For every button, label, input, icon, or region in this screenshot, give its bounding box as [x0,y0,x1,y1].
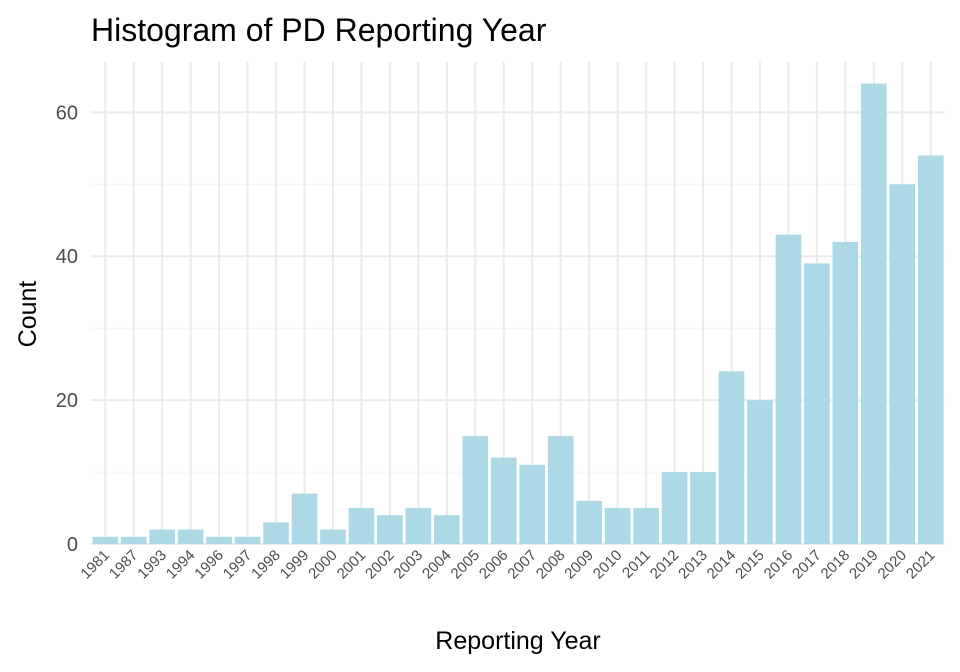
bar-1997 [234,536,261,544]
bar-2006 [490,457,517,544]
bar-2011 [633,508,659,544]
bar-2021 [917,155,944,544]
x-tick-label: 2007 [504,547,540,583]
bar-1996 [206,536,232,544]
bar-1994 [177,529,204,544]
x-tick-label: 2002 [362,547,398,583]
x-tick-label: 2014 [704,547,740,583]
bar-1981 [92,536,119,544]
x-tick-label: 2000 [305,547,341,583]
x-axis-ticks: 1981198719931994199619971998199920002001… [77,547,938,583]
x-tick-label: 2020 [875,547,911,583]
x-tick-label: 2016 [761,547,797,583]
bar-2004 [434,515,460,544]
x-tick-label: 1987 [106,547,142,583]
y-axis-title: Count [14,281,42,348]
bar-2012 [661,472,688,544]
bar-2009 [576,500,602,544]
bar-2008 [547,436,574,544]
x-tick-label: 2011 [619,547,654,582]
x-tick-label: 2009 [561,547,597,583]
bar-2018 [832,241,859,544]
x-tick-label: 2012 [647,547,683,583]
x-tick-label: 2017 [789,547,825,583]
x-tick-label: 2010 [590,547,626,583]
y-tick-label: 20 [56,390,78,412]
x-tick-label: 1981 [77,547,113,583]
bar-2005 [462,436,489,544]
x-tick-label: 1996 [191,547,227,583]
x-tick-label: 1997 [220,547,256,583]
x-tick-label: 1993 [134,547,170,583]
x-tick-label: 2003 [391,547,427,583]
x-tick-label: 2018 [818,547,854,583]
x-tick-label: 2001 [334,547,370,583]
bar-2015 [747,400,773,544]
x-tick-label: 1999 [277,547,313,583]
bar-2002 [377,515,403,544]
bar-1998 [263,522,289,544]
bar-2017 [804,263,830,544]
bar-1999 [291,493,318,544]
x-tick-label: 1998 [248,547,284,583]
bar-2001 [348,508,375,544]
x-axis-title: Reporting Year [435,627,600,655]
bar-2003 [405,508,432,544]
plot-grid [91,62,945,545]
y-tick-label: 0 [67,534,78,556]
x-tick-label: 2005 [448,547,484,583]
y-axis-ticks: 0 20 40 60 [56,102,78,556]
x-tick-label: 1994 [163,547,199,583]
bar-1993 [149,529,175,544]
y-tick-label: 40 [56,246,78,268]
x-tick-label: 2015 [732,547,768,583]
chart-title: Histogram of PD Reporting Year [91,12,547,48]
bar-2019 [861,83,887,544]
bar-2013 [690,472,716,544]
x-tick-label: 2006 [476,547,512,583]
y-tick-label: 60 [56,102,78,124]
x-tick-label: 2013 [675,547,711,583]
x-tick-label: 2008 [533,547,569,583]
bar-2000 [320,529,346,544]
x-tick-label: 2004 [419,547,455,583]
bar-2016 [775,234,802,544]
x-tick-label: 2021 [903,547,939,583]
x-tick-label: 2019 [846,547,882,583]
bar-series [92,83,944,544]
bar-1987 [120,536,147,544]
bar-2020 [889,184,916,544]
bar-2007 [519,464,546,544]
bar-2014 [718,371,745,544]
bar-2010 [604,508,631,544]
